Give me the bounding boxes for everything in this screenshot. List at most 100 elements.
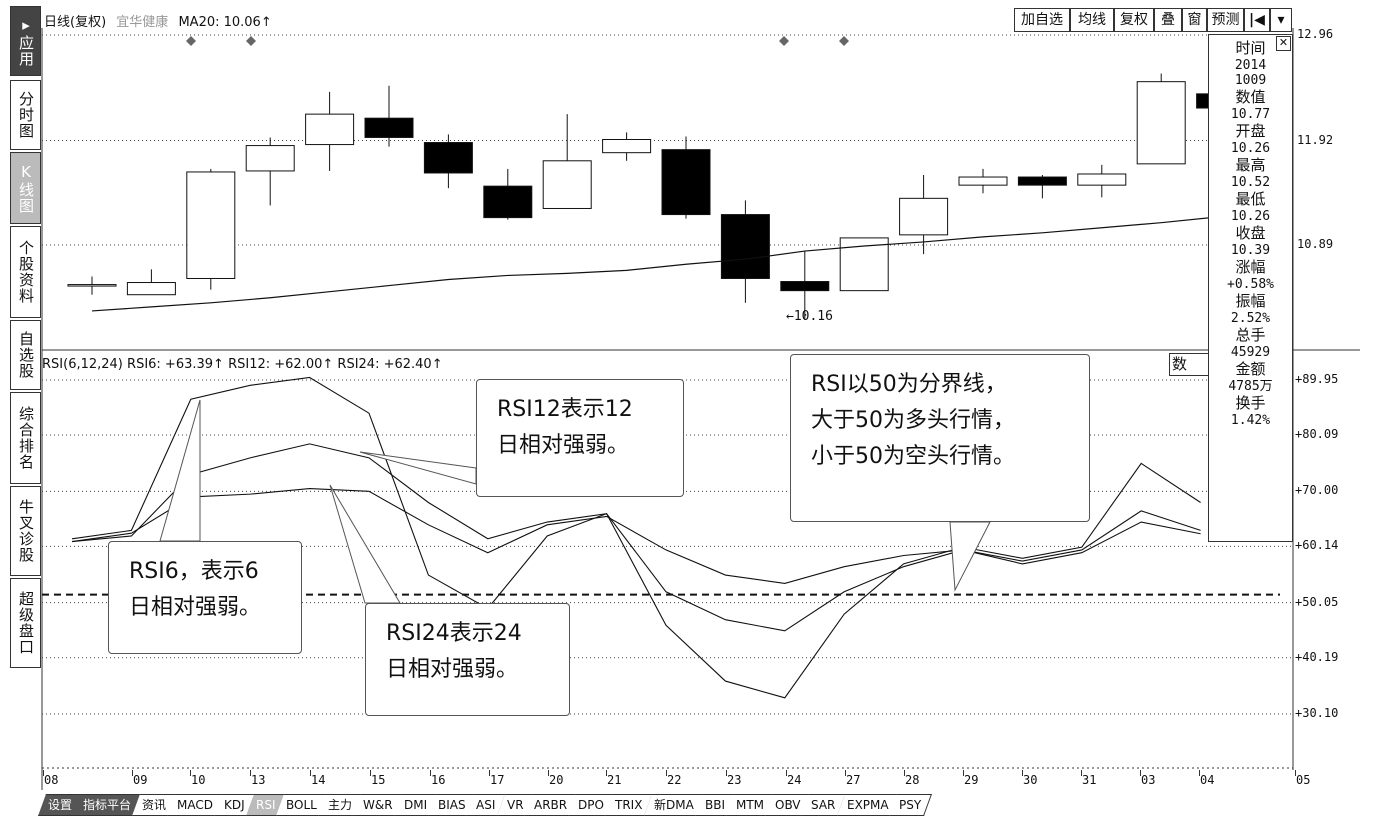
date-tick-mark [1140,770,1141,776]
candle-body [1136,81,1186,165]
tab-label: EXPMA [846,798,889,812]
data-window-button[interactable]: 数 [1169,353,1209,376]
tab-label: RSI [255,798,276,812]
tab-label: TRIX [615,798,643,812]
event-diamond-icon [779,36,789,46]
info-label: 最高 [1235,156,1266,174]
info-value: 10.26 [1230,209,1271,224]
rsi12-value: RSI12: +62.00 [228,357,323,372]
indicator-tab-psy[interactable]: PSY [889,794,933,816]
candle-body [839,237,889,292]
tab-label: W&R [363,798,393,812]
date-tick-label: 31 [1082,773,1097,787]
date-tick-label: 08 [44,773,59,787]
toolbar-button-0[interactable]: 加自选 [1014,8,1070,32]
date-tick-label: 21 [607,773,622,787]
stock-name: 宜华健康 [116,15,169,30]
tab-label: DMI [403,798,427,812]
callout-rsi12: RSI12表示12 日相对强弱。 [476,379,684,497]
date-tick-label: 16 [431,773,446,787]
arrow-left-bar-icon: |◀ [1249,12,1265,28]
tab-label: BIAS [437,798,466,812]
toolbar-button-5[interactable]: 预测 [1207,8,1244,32]
price-tick-label: 10.89 [1297,237,1334,251]
rsi-tick-label: +60.14 [1295,538,1339,553]
callout-rsi12-pointer [359,451,477,485]
tab-label: SAR [811,798,836,812]
date-tick-label: 22 [667,773,682,787]
tab-label: VR [506,798,524,812]
date-tick-label: 14 [311,773,326,787]
tab-label: 设置 [48,798,73,812]
tab-label: ARBR [534,798,568,812]
info-label: 收盘 [1235,224,1266,242]
info-value: 10.52 [1230,175,1271,190]
candle-body [661,149,711,216]
tab-label: 资讯 [142,798,167,812]
date-tick-mark [190,770,191,776]
date-tick-label: 28 [905,773,920,787]
candle-body [958,176,1008,186]
toolbar-button-2[interactable]: 复权 [1114,8,1154,32]
sidebar-item-4[interactable]: 自选股 [10,320,41,390]
date-tick-label: 27 [846,773,861,787]
back-button[interactable]: |◀ [1244,8,1270,32]
callout-line: 日相对强弱。 [386,657,519,682]
date-tick-mark [430,770,431,776]
date-tick-label: 03 [1141,773,1156,787]
info-label: 涨幅 [1235,258,1266,276]
dropdown-button[interactable]: ▾ [1270,8,1292,32]
low-price-marker: ←10.16 [786,309,833,324]
callout-line: RSI12表示12 [497,397,633,422]
tab-label: ASI [476,798,496,812]
info-value: 2.52% [1230,311,1271,326]
candle-body [245,145,295,172]
sidebar-item-1[interactable]: 分时图 [10,80,41,150]
sidebar-item-2[interactable]: K线图 [10,152,41,224]
callout-rsi50-pointer [949,521,991,592]
info-value: 2014 1009 [1234,58,1267,88]
info-value: +0.58% [1227,277,1274,292]
candle-body [483,185,533,219]
rsi-tick-label: +80.09 [1295,427,1339,442]
chart-header: 日线(复权) 宜华健康 MA20: 10.06↑ [44,11,272,30]
rsi-indicator-name: RSI(6,12,24) [42,357,123,372]
date-tick-mark [548,770,549,776]
callout-rsi24: RSI24表示24 日相对强弱。 [365,603,570,716]
sidebar-item-0[interactable]: ▸应用 [10,6,41,76]
event-diamond-icon [186,36,196,46]
sidebar-item-3[interactable]: 个股资料 [10,226,41,318]
indicator-tab-指标平台[interactable]: 指标平台 [73,794,143,816]
info-panel: ✕ 时间 2014 1009 数值 10.77 开盘 10.26 最高 10.52 最低 10.2… [1208,34,1293,542]
sidebar-item-5[interactable]: 综合排名 [10,392,41,484]
date-tick-mark [1199,770,1200,776]
date-tick-mark [904,770,905,776]
rsi-tick-label: +40.19 [1295,649,1339,664]
candle-body [364,117,414,138]
rsi-tick-label: +89.95 [1295,372,1339,386]
tab-label: MTM [735,798,764,812]
toolbar-button-1[interactable]: 均线 [1070,8,1114,32]
info-label: 数值 [1235,88,1266,106]
toolbar-button-3[interactable]: 叠 [1154,8,1182,32]
callout-line: RSI24表示24 [386,621,522,646]
tab-label: KDJ [224,798,245,812]
sidebar-item-7[interactable]: 超级盘口 [10,578,41,668]
candle-body [780,281,830,292]
candle-body [720,214,770,279]
date-tick-mark [666,770,667,776]
tab-label: 新DMA [653,798,694,812]
info-label: 换手 [1235,394,1266,412]
toolbar-button-4[interactable]: 窗 [1182,8,1207,32]
sidebar-item-6[interactable]: 牛叉诊股 [10,486,41,576]
triangle-down-icon: ▾ [1277,12,1285,28]
candle-body [602,138,652,154]
info-label: 金额 [1235,360,1266,378]
date-tick-mark [1081,770,1082,776]
date-tick-label: 10 [191,773,206,787]
close-icon[interactable]: ✕ [1276,36,1291,51]
date-tick-mark [250,770,251,776]
date-tick-mark [370,770,371,776]
date-tick-mark [963,770,964,776]
